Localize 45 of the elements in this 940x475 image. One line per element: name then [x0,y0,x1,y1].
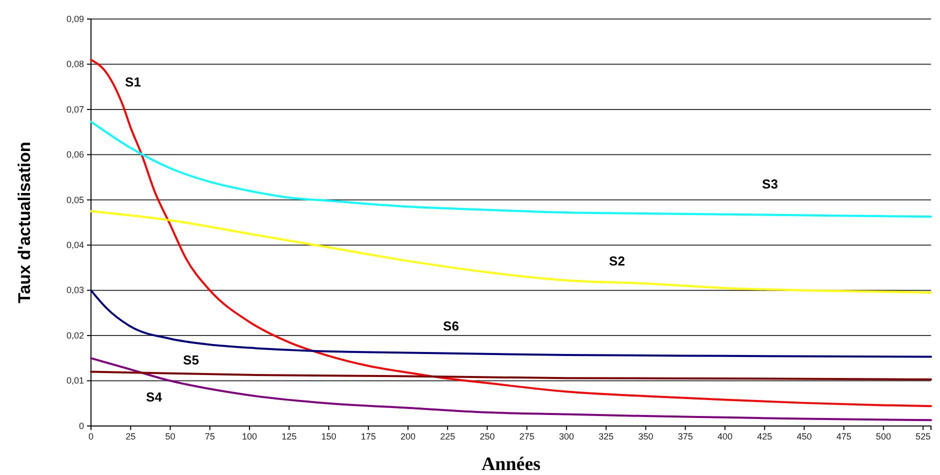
y-tick-label: 0,01 [66,376,84,386]
x-tick-label: 75 [204,431,215,442]
y-tick-label: 0,07 [66,104,84,114]
y-tick-label: 0 [78,420,84,431]
x-tick-label: 250 [480,431,495,442]
x-tick-label: 150 [321,431,336,442]
x-axis-title: Années [481,454,541,475]
x-tick-label: 25 [126,431,136,442]
line-series [90,58,932,408]
y-axis-title: Taux d'actualisation [15,142,34,304]
x-tick-label: 200 [400,431,416,442]
x-tick-label: 0 [88,431,94,442]
x-tick-label: 50 [165,431,176,442]
line-series [90,210,932,294]
series-label: S6 [443,318,459,334]
x-tick-label: 525 [916,431,931,442]
x-tick-label: 350 [638,431,654,442]
x-tick-label: 300 [558,431,574,442]
series-label: S3 [762,176,778,192]
line-series [90,357,932,422]
y-tick-label: 0,03 [66,285,84,296]
y-tick-label: 0,09 [66,14,84,24]
x-tick-label: 450 [796,431,812,442]
line-series [90,120,932,218]
x-tick-label: 125 [282,431,297,442]
x-tick-label: 275 [519,431,534,442]
series-label: S4 [146,389,163,404]
x-tick-label: 175 [360,431,376,442]
x-tick-label: 425 [757,431,772,442]
y-tick-label: 0,06 [66,150,84,160]
series-label: S1 [125,74,141,90]
y-tick-label: 0,02 [66,330,84,340]
x-tick-label: 475 [836,431,852,442]
x-tick-label: 325 [598,431,614,442]
x-tick-label: 500 [876,431,891,442]
y-tick-label: 0,08 [66,59,84,70]
x-tick-label: 400 [717,431,732,442]
x-tick-label: 375 [678,431,693,442]
y-tick-label: 0,05 [66,194,84,205]
x-tick-label: 225 [440,431,456,442]
series-label: S5 [183,352,199,368]
line-series [90,370,932,380]
y-tick-label: 0,04 [66,240,84,250]
series-label: S2 [609,253,625,268]
x-tick-label: 100 [242,431,258,442]
